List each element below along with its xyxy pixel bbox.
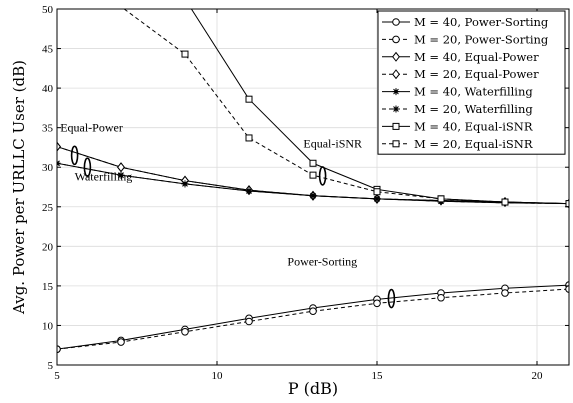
series-line — [57, 288, 569, 350]
y-tick-label: 15 — [42, 281, 54, 293]
series-layer — [57, 9, 569, 353]
legend-label: M = 40, Equal-Power — [414, 50, 539, 64]
diamond-marker — [117, 162, 125, 173]
legend-entry-m-40-waterfilling: M = 40, Waterfilling — [382, 85, 533, 99]
star-marker — [392, 105, 400, 113]
square-marker — [392, 122, 400, 130]
circle-marker — [565, 285, 569, 293]
circle-marker — [181, 327, 189, 336]
circle-marker — [392, 18, 400, 26]
y-axis-label: Avg. Power per URLLC User (dB) — [10, 60, 28, 315]
group-ellipse — [70, 145, 79, 166]
y-tick-label: 40 — [42, 83, 54, 95]
circle-marker — [437, 293, 445, 302]
square-marker — [181, 50, 189, 58]
legend-label: M = 20, Power-Sorting — [414, 32, 549, 46]
plot-frame — [56, 8, 570, 366]
axis-ticks: 5 10 15 20 5 10 15 20 25 30 35 40 45 50 — [42, 4, 569, 382]
legend-entry-m-20-waterfilling: M = 20, Waterfilling — [382, 102, 533, 116]
legend-entry-m-20-power-sorting: M = 20, Power-Sorting — [382, 32, 549, 46]
legend-label: M = 40, Power-Sorting — [414, 15, 549, 29]
annotation-equal-power: Equal-Power — [60, 121, 123, 135]
y-tick-label: 20 — [42, 241, 54, 253]
legend-entry-m-40-power-sorting: M = 40, Power-Sorting — [382, 15, 549, 29]
star-marker — [373, 195, 381, 203]
circle-marker — [392, 35, 400, 44]
star-marker — [309, 192, 317, 200]
series-line — [57, 162, 569, 205]
legend-label: M = 40, Equal-iSNR — [414, 119, 533, 133]
star-marker — [245, 187, 253, 195]
series-m-40-power-sorting — [57, 281, 569, 353]
annotation-power-sorting: Power-Sorting — [287, 254, 357, 268]
x-tick-label: 5 — [54, 370, 60, 382]
diamond-marker — [57, 141, 61, 152]
annotation-equal-isnr: Equal-iSNR — [303, 136, 362, 150]
circle-marker — [117, 338, 125, 346]
legend-label: M = 20, Equal-Power — [414, 67, 539, 81]
y-tick-label: 30 — [42, 162, 54, 174]
circle-marker — [245, 317, 253, 326]
series-m-20-power-sorting — [57, 285, 569, 353]
y-tick-label: 5 — [48, 360, 54, 372]
legend-entry-m-20-equal-isnr: M = 20, Equal-iSNR — [382, 137, 533, 151]
square-marker — [437, 195, 445, 203]
legend-label: M = 20, Waterfilling — [414, 102, 533, 116]
group-ellipse — [387, 288, 396, 309]
diamond-marker — [392, 69, 400, 80]
square-marker — [309, 171, 317, 179]
star-marker — [181, 180, 189, 188]
annotation-waterfilling: Waterfilling — [75, 170, 133, 184]
y-tick-label: 35 — [42, 123, 54, 135]
legend-label: M = 20, Equal-iSNR — [414, 137, 533, 151]
series-m-20-equal-isnr — [123, 9, 569, 208]
legend-label: M = 40, Waterfilling — [414, 85, 533, 99]
group-ellipse — [318, 166, 327, 186]
annotations: Equal-Power Waterfilling Equal-iSNR Power-S… — [60, 121, 362, 269]
x-tick-label: 20 — [532, 370, 544, 382]
square-marker — [373, 188, 381, 196]
series-line — [123, 9, 569, 205]
x-tick-label: 15 — [372, 370, 384, 382]
circle-marker — [373, 299, 381, 308]
group-ellipse — [83, 157, 92, 178]
legend-entry-m-20-equal-power: M = 20, Equal-Power — [382, 67, 539, 81]
legend-entry-m-40-equal-isnr: M = 40, Equal-iSNR — [382, 119, 533, 133]
y-tick-label: 10 — [42, 320, 54, 332]
square-marker — [245, 95, 253, 103]
square-marker — [501, 198, 509, 206]
square-marker — [565, 200, 569, 208]
legend: M = 40, Power-Sorting M = 20, Power-Sorti… — [377, 10, 566, 155]
legend-entry-m-40-equal-power: M = 40, Equal-Power — [382, 50, 539, 64]
annotation-ellipses — [70, 145, 396, 309]
square-marker — [309, 159, 317, 167]
y-tick-label: 50 — [42, 4, 54, 16]
square-marker — [392, 140, 400, 148]
circle-marker — [309, 307, 317, 316]
square-marker — [245, 134, 253, 142]
y-tick-label: 25 — [42, 202, 54, 214]
circle-marker — [501, 289, 509, 297]
diamond-marker — [392, 51, 400, 62]
star-marker — [392, 88, 400, 96]
y-tick-label: 45 — [42, 44, 54, 56]
x-tick-label: 10 — [212, 370, 224, 382]
legend-box — [377, 10, 566, 155]
x-axis-label: P (dB) — [288, 379, 338, 398]
star-marker — [117, 171, 125, 179]
